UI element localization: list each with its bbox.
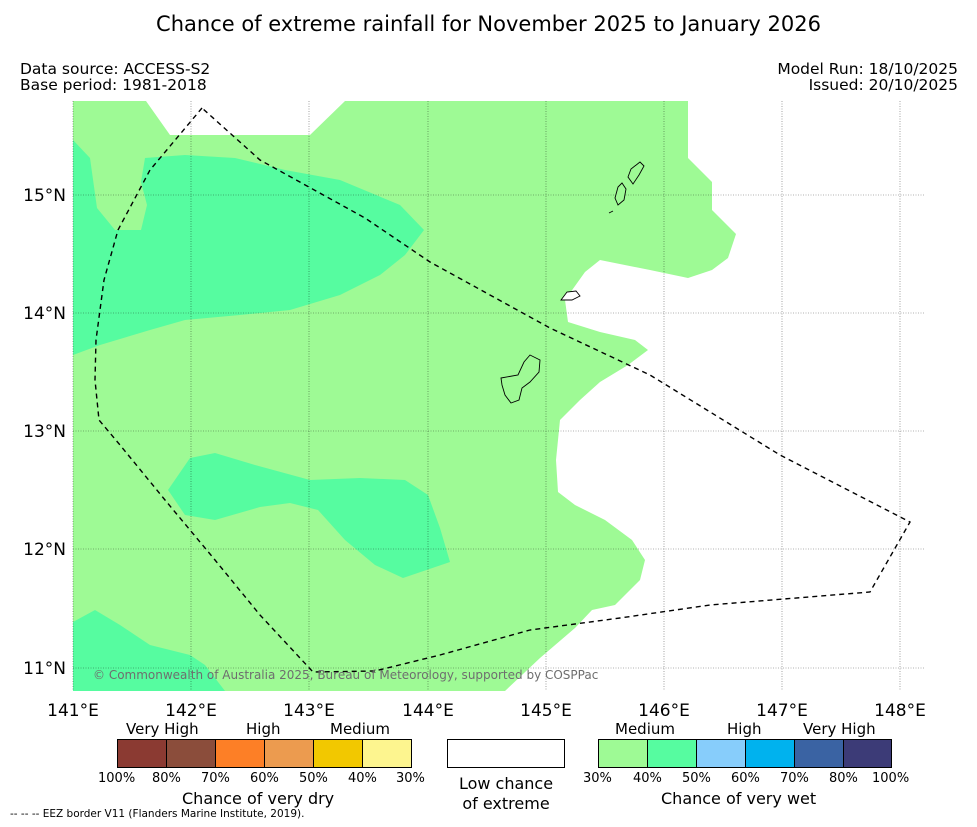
dry-category-high: High [246,720,281,738]
wet-tick-80: 80% [829,771,858,786]
wet-tick-50: 50% [682,771,711,786]
data-source-label: Data source: ACCESS-S2 [20,60,211,78]
base-period-label: Base period: 1981-2018 [20,76,207,94]
wet-tick-70: 70% [780,771,809,786]
aguijan-island-outline [608,210,614,214]
lon-label-146e: 146°E [638,701,690,721]
low-chance-swatch [447,739,565,768]
wet-high-region-southwest [73,610,225,691]
wet-swatch-3 [696,739,746,768]
dry-tick-50: 50% [299,771,328,786]
dry-swatch-2 [166,739,216,768]
chart-title: Chance of extreme rainfall for November … [156,12,821,36]
wet-tick-30: 30% [583,771,612,786]
wet-swatch-4 [745,739,795,768]
saipan-island-outline [627,161,645,185]
dry-tick-80: 80% [152,771,181,786]
lat-label-13n: 13°N [23,422,66,442]
rota-island-outline [560,290,581,301]
dry-category-very-high: Very High [126,720,199,738]
lon-label-142e: 142°E [165,701,217,721]
wet-swatch-1 [598,739,648,768]
dry-swatch-3 [215,739,265,768]
dry-tick-60: 60% [250,771,279,786]
lat-label-11n: 11°N [23,659,66,679]
dry-swatch-6 [362,739,412,768]
guam-island-outline [500,354,541,404]
dry-swatch-5 [313,739,363,768]
low-chance-label-line1: Low chance [458,774,554,793]
issued-label: Issued: 20/10/2025 [808,76,958,94]
wet-high-region-west [73,140,424,355]
dry-tick-30: 30% [396,771,425,786]
tinian-island-outline [614,182,627,206]
dry-tick-40: 40% [348,771,377,786]
lon-label-147e: 147°E [756,701,808,721]
wet-swatch-5 [794,739,844,768]
wet-swatch-2 [647,739,697,768]
wet-tick-100: 100% [872,771,910,786]
dry-category-medium: Medium [330,720,390,738]
dry-swatch-1 [117,739,167,768]
lon-label-145e: 145°E [520,701,572,721]
wet-tick-60: 60% [731,771,760,786]
eez-border [94,106,911,673]
dry-legend-title: Chance of very dry [182,789,335,808]
copyright-notice: © Commonwealth of Australia 2025, Bureau… [93,668,598,682]
lon-label-141e: 141°E [47,701,99,721]
lon-label-144e: 144°E [402,701,454,721]
lat-label-12n: 12°N [23,540,66,560]
wet-category-high: High [727,720,762,738]
wet-swatch-6 [843,739,892,768]
graticule [72,101,924,691]
wet-category-medium: Medium [615,720,675,738]
dry-swatch-4 [264,739,314,768]
lat-label-15n: 15°N [23,186,66,206]
lon-label-148e: 148°E [874,701,926,721]
dry-tick-100: 100% [98,771,136,786]
wet-high-region-south [168,453,450,578]
wet-tick-40: 40% [633,771,662,786]
lat-label-14n: 14°N [23,304,66,324]
island-outlines [500,161,645,404]
dry-tick-70: 70% [201,771,230,786]
wet-legend-title: Chance of very wet [661,789,817,808]
lon-label-143e: 143°E [283,701,335,721]
model-run-label: Model Run: 18/10/2025 [777,60,958,78]
low-chance-label-line2: of extreme [462,794,550,813]
wet-category-very-high: Very High [803,720,876,738]
eez-footnote: -- -- -- EEZ border V11 (Flanders Marine… [10,808,305,820]
